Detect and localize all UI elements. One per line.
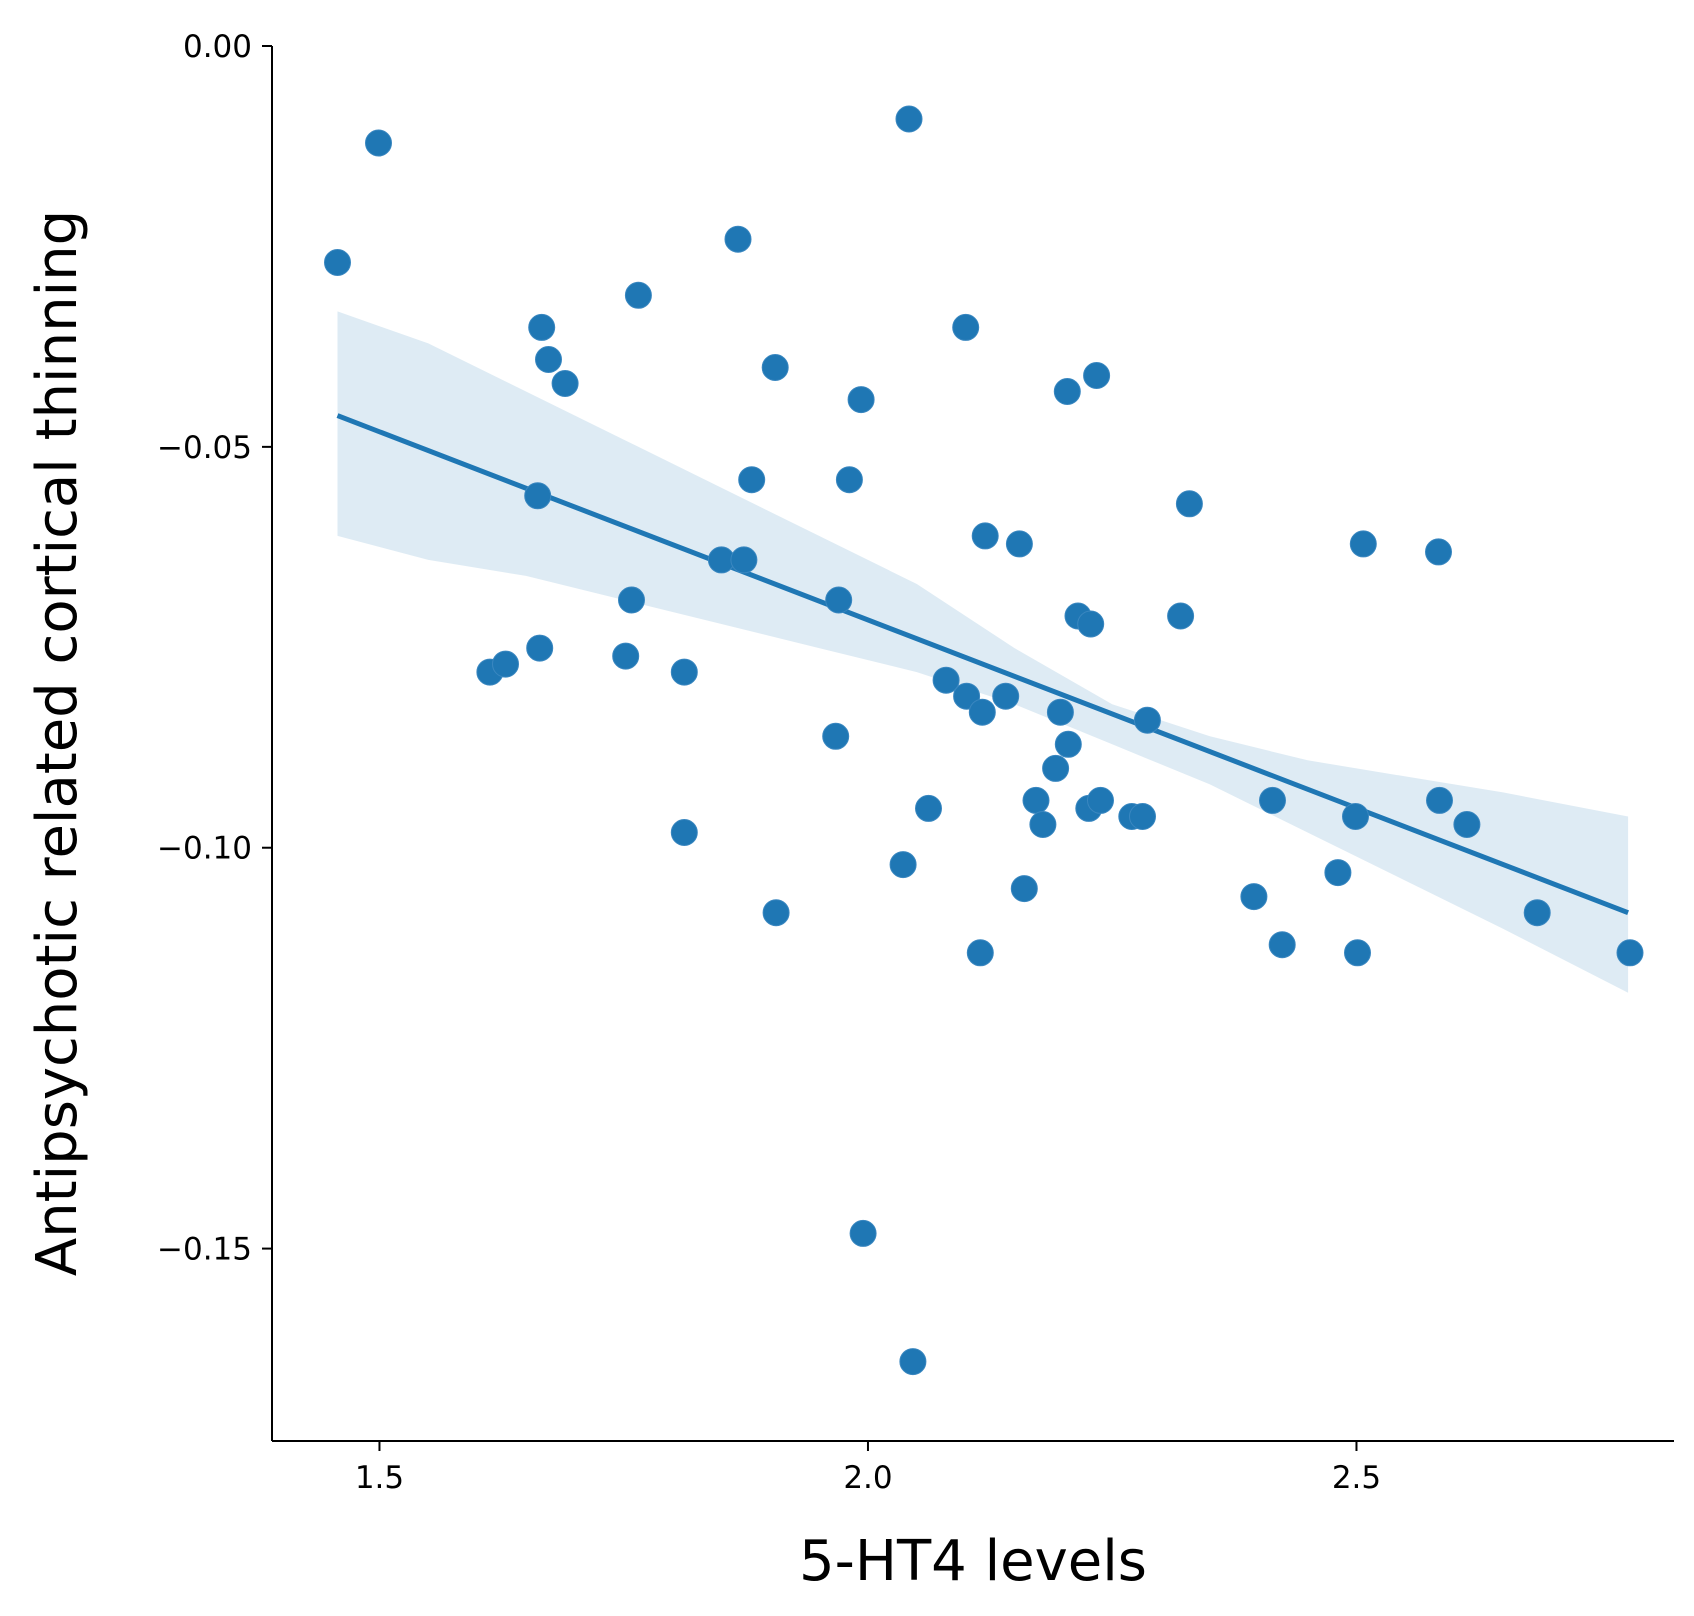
data-points-layer xyxy=(324,105,1644,1376)
data-point xyxy=(624,281,652,309)
axes xyxy=(271,46,1674,1442)
confidence-band xyxy=(337,311,1629,993)
data-point xyxy=(835,466,863,494)
data-point xyxy=(822,722,850,750)
data-point xyxy=(899,1348,927,1376)
data-point xyxy=(762,899,790,927)
data-point xyxy=(968,698,996,726)
data-point xyxy=(915,794,942,822)
data-point xyxy=(966,939,994,967)
data-point xyxy=(825,586,853,614)
data-point xyxy=(1053,378,1081,405)
data-point xyxy=(738,466,766,494)
data-point xyxy=(1240,883,1268,911)
data-point xyxy=(952,313,980,341)
data-point xyxy=(324,249,351,276)
data-point xyxy=(730,546,758,574)
data-point xyxy=(1010,875,1038,903)
data-point xyxy=(1167,602,1195,630)
data-point xyxy=(724,225,752,253)
data-point xyxy=(551,370,579,397)
data-point xyxy=(612,642,640,670)
data-point xyxy=(1324,859,1352,887)
data-point xyxy=(932,666,960,694)
data-point xyxy=(1175,490,1203,518)
regression-line-layer xyxy=(336,413,1629,915)
data-point xyxy=(1083,362,1111,389)
y-axis-label: Antipsychotic related cortical thinning xyxy=(25,210,90,1276)
data-point xyxy=(1342,803,1369,830)
data-point xyxy=(1129,803,1156,830)
data-point xyxy=(895,105,923,133)
data-point xyxy=(1046,698,1074,726)
data-point xyxy=(1453,811,1481,838)
data-point xyxy=(1054,730,1082,758)
x-axis-label: 5-HT4 levels xyxy=(799,1529,1147,1594)
y-tick-label: −0.15 xyxy=(157,1232,252,1268)
data-point xyxy=(1259,786,1286,814)
data-point xyxy=(670,819,698,846)
x-tick-label: 1.5 xyxy=(355,1460,404,1496)
data-point xyxy=(492,650,519,678)
data-point xyxy=(524,482,552,510)
data-point xyxy=(1426,786,1453,814)
data-point xyxy=(526,634,554,662)
data-point xyxy=(849,1219,877,1247)
ticks: 1.5 2.0 2.5 0.00 −0.05 −0.10 −0.15 xyxy=(157,29,1381,1496)
regression-line xyxy=(336,413,1629,915)
data-point xyxy=(971,522,999,550)
data-point xyxy=(1523,899,1551,927)
data-point xyxy=(1087,786,1114,814)
data-point xyxy=(535,346,562,373)
x-tick-label: 2.5 xyxy=(1332,1460,1381,1496)
data-point xyxy=(761,354,789,381)
y-tick-label: −0.10 xyxy=(157,831,252,867)
data-point xyxy=(1268,931,1296,959)
data-point xyxy=(1344,939,1371,967)
data-point xyxy=(618,586,645,614)
data-point xyxy=(1616,939,1644,967)
data-point xyxy=(1077,610,1105,638)
data-point xyxy=(670,658,698,686)
confidence-band-layer xyxy=(337,311,1629,993)
y-tick-label: 0.00 xyxy=(183,29,252,65)
data-point xyxy=(992,682,1020,710)
data-point xyxy=(1022,786,1050,814)
data-point xyxy=(365,129,392,157)
data-point xyxy=(1042,754,1070,782)
data-point xyxy=(889,851,917,879)
data-point xyxy=(1425,538,1452,566)
data-point xyxy=(847,386,875,414)
x-tick-label: 2.0 xyxy=(843,1460,892,1496)
data-point xyxy=(1349,530,1377,558)
data-point xyxy=(528,313,556,341)
data-point xyxy=(1133,706,1161,734)
y-tick-label: −0.05 xyxy=(157,430,252,466)
data-point xyxy=(1005,530,1033,558)
data-point xyxy=(1029,811,1057,838)
